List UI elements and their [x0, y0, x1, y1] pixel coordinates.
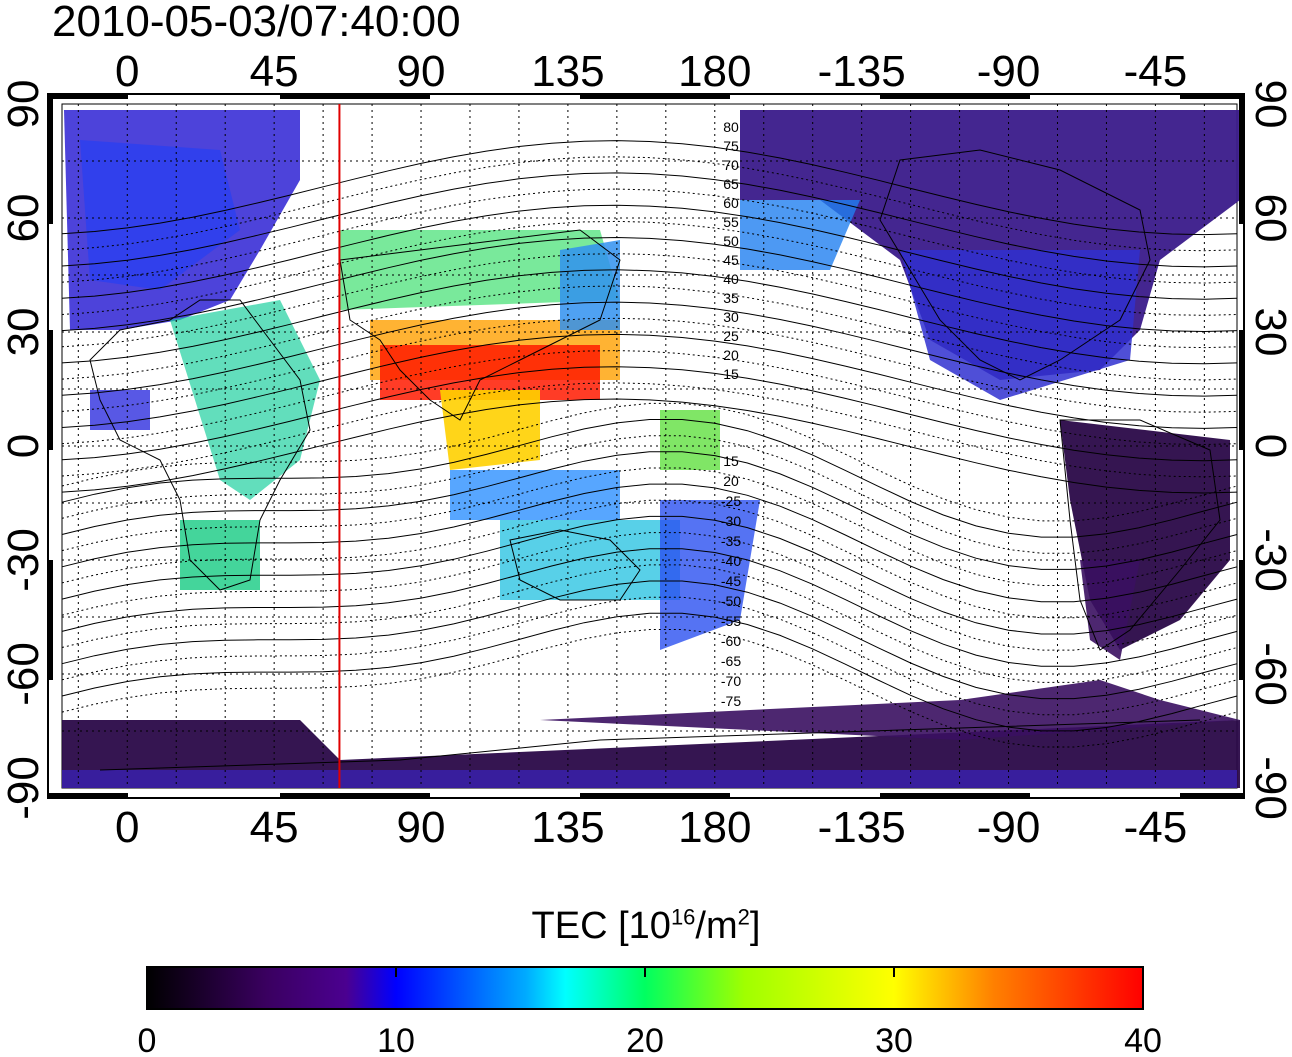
contour-label-north-9: 35 — [723, 290, 739, 306]
lat-tick-left-1: 60 — [0, 194, 48, 243]
magnetic-contours — [61, 140, 1238, 748]
frame-tick-bars — [48, 94, 1244, 798]
lon-tick-bottom-6: -90 — [977, 803, 1041, 852]
lon-tick-top-2: 90 — [397, 47, 446, 96]
contour-label-south-9: -60 — [721, 633, 741, 649]
contour-label-north-11: 25 — [723, 328, 739, 344]
contour-label-north-10: 30 — [723, 309, 739, 325]
colorbar-tick-1: 10 — [377, 1022, 415, 1057]
colorbar-tick-2: 20 — [626, 1022, 664, 1057]
contour-label-north-5: 55 — [723, 214, 739, 230]
colorbar-title-unit: /m — [695, 905, 738, 947]
colorbar-title-text: TEC [10 — [531, 905, 671, 947]
contour-label-north-0: 80 — [723, 119, 739, 135]
contour-label-south-10: -65 — [721, 653, 741, 669]
lon-tick-bottom-0: 0 — [115, 803, 139, 852]
contour-label-north-8: 40 — [723, 271, 739, 287]
lat-tick-right-3: 0 — [1246, 434, 1292, 458]
contour-label-south-3: -30 — [721, 513, 741, 529]
colorbar-title-exponent2: 2 — [737, 904, 750, 930]
contour-label-south-5: -40 — [721, 553, 741, 569]
lon-tick-top-7: -45 — [1124, 47, 1188, 96]
lon-tick-bottom-7: -45 — [1124, 803, 1188, 852]
contour-label-north-3: 65 — [723, 176, 739, 192]
lon-tick-top-6: -90 — [977, 47, 1041, 96]
lon-tick-top-0: 0 — [115, 47, 139, 96]
contour-label-north-12: 20 — [723, 347, 739, 363]
lat-tick-left-4: -30 — [0, 528, 48, 592]
lon-tick-bottom-2: 90 — [397, 803, 446, 852]
lat-tick-right-6: -90 — [1246, 756, 1292, 820]
lat-tick-right-4: -30 — [1246, 528, 1292, 592]
lon-tick-top-1: 45 — [250, 47, 299, 96]
contour-label-south-6: -45 — [721, 573, 741, 589]
lat-tick-left-5: -60 — [0, 642, 48, 706]
contour-label-south-7: -50 — [721, 593, 741, 609]
map-timestamp: 2010-05-03/07:40:00 — [52, 0, 461, 46]
colorbar-tick-3: 30 — [875, 1022, 913, 1057]
contour-label-north-7: 45 — [723, 252, 739, 268]
colorbar-title-exponent: 16 — [670, 904, 696, 930]
colorbar-title: TEC [1016/m2] — [0, 905, 1292, 948]
lon-tick-bottom-3: 135 — [531, 803, 604, 852]
lat-tick-right-2: 30 — [1246, 308, 1292, 357]
lon-tick-top-4: 180 — [678, 47, 751, 96]
lat-tick-left-6: -90 — [0, 756, 48, 820]
lat-tick-left-2: 30 — [0, 308, 48, 357]
tec-data-layer — [62, 110, 1240, 788]
contour-label-north-2: 70 — [723, 157, 739, 173]
lat-tick-right-1: 60 — [1246, 194, 1292, 243]
lon-tick-top-3: 135 — [531, 47, 604, 96]
colorbar-title-end: ] — [749, 905, 761, 947]
lat-tick-right-5: -60 — [1246, 642, 1292, 706]
contour-label-north-1: 75 — [723, 138, 739, 154]
lat-tick-left-3: 0 — [0, 434, 48, 458]
contour-label-north-6: 50 — [723, 233, 739, 249]
lon-tick-bottom-4: 180 — [678, 803, 751, 852]
colorbar-tick-4: 40 — [1124, 1022, 1162, 1057]
contour-label-north-4: 60 — [723, 195, 739, 211]
lat-tick-right-0: 90 — [1246, 80, 1292, 129]
lon-tick-bottom-1: 45 — [250, 803, 299, 852]
colorbar-tick-0: 0 — [138, 1022, 157, 1057]
contour-label-north-13: 15 — [723, 366, 739, 382]
contour-label-south-11: -70 — [721, 673, 741, 689]
contour-label-south-8: -55 — [721, 613, 741, 629]
lon-tick-bottom-5: -135 — [818, 803, 906, 852]
lon-tick-top-5: -135 — [818, 47, 906, 96]
lat-tick-left-0: 90 — [0, 80, 48, 129]
contour-label-south-1: 20 — [723, 473, 739, 489]
contour-label-south-2: -25 — [721, 493, 741, 509]
coastlines — [89, 149, 1221, 771]
contour-label-south-12: -75 — [721, 693, 741, 709]
contour-label-south-4: -35 — [721, 533, 741, 549]
contour-label-south-0: 15 — [723, 453, 739, 469]
